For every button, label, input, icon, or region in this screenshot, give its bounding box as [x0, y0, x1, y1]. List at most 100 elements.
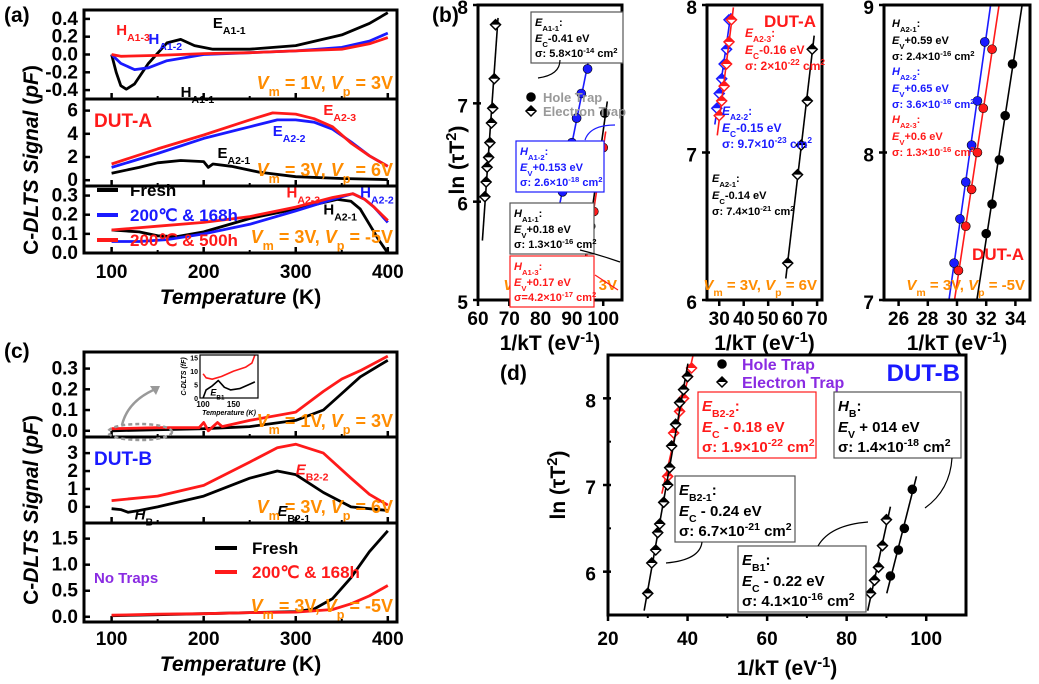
data-point-fill [724, 36, 735, 42]
x-tick-label: 60 [757, 629, 778, 650]
zoom-arrow [120, 386, 159, 426]
y-axis-label: C-DLTS Signal (pF) [20, 65, 43, 255]
data-point-fill [479, 191, 490, 197]
x-tick-label: 300 [280, 629, 312, 650]
y-tick-label: 7 [686, 146, 697, 167]
trap-energy: EV+0.18 eV [514, 224, 571, 240]
trap-cross-section: σ=4.2×10-17 cm2 [514, 290, 596, 305]
trap-cross-section: σ: 6.7×10-21 cm2 [679, 521, 792, 540]
data-point-fill [654, 519, 665, 524]
box-EB2-1: EB2-1:EC - 0.24 eVσ: 6.7×10-21 cm2 [674, 475, 796, 543]
annotation-box-frame [530, 11, 624, 64]
data-point [949, 258, 959, 268]
box-EA2-2: EA2-2:EC-0.15 eVσ: 9.7×10-23 cm2 [722, 104, 812, 151]
bias-condition: Vm = 1V, Vp = 3V [257, 411, 393, 437]
annotation-box-frame [697, 391, 817, 459]
x-tick-label: 100 [96, 629, 128, 650]
y-tick-label: 6 [457, 195, 468, 216]
data-point-fill [486, 118, 497, 123]
inset-y-label: C-DLTS (fF) [181, 357, 188, 396]
subplot-frame [82, 521, 399, 624]
trap-cross-section: σ: 3.6×10-16 cm2 [892, 97, 975, 112]
panel-d: 6 7 8 20 40 60 80 100 1/kT (eV-1) ln (τT2) DUT-B Ho… [545, 353, 968, 680]
panel-label-c: (c) [4, 340, 30, 363]
data-point [978, 103, 989, 114]
x-tick-label: 300 [280, 262, 312, 283]
y-tick-label: 1.0 [52, 555, 78, 576]
box-EB1: EB1:EC - 0.22 eVσ: 4.1×10-16 cm2 [737, 545, 867, 613]
x-axis-label: Temperature (K) [160, 653, 321, 676]
data-point-fill [666, 441, 677, 446]
y-tick-label: -0.2 [45, 62, 78, 83]
trap-energy: EV + 014 eV [838, 419, 920, 441]
trap-energy: EV+0.65 eV [892, 83, 949, 99]
x-tick-label: 80 [530, 309, 551, 330]
y-tick-label: 1.5 [52, 529, 79, 550]
trap-energy: EC-0.41 eV [535, 33, 590, 49]
data-point-fill [796, 140, 807, 146]
y-axis-label: ln (τT2) [444, 126, 469, 195]
trap-cross-section: σ: 1.3×10-16 cm2 [892, 145, 975, 160]
y-tick-label: 9 [863, 0, 874, 19]
annotation-box-frame [674, 475, 796, 543]
data-point-fill [678, 393, 689, 399]
bias-condition: Vm = 3V, Vp = -5V [906, 277, 1025, 299]
box-HB: HB:EV + 014 eVσ: 1.4×10-18 cm2 [833, 391, 962, 459]
data-point-fill [802, 95, 813, 101]
data-point [960, 177, 971, 187]
bias-condition: Vm = 3V, Vp = 6V [257, 497, 393, 523]
y-tick-label: 8 [863, 146, 874, 167]
series-line-200-168h [111, 354, 389, 433]
x-axis-label: 1/kT (eV-1) [737, 655, 838, 680]
series-line-fresh [111, 359, 389, 433]
inset-x-label: Temperature (K) [202, 410, 256, 417]
zoom-arrow-head [150, 386, 160, 395]
series-line-200-500h [111, 111, 389, 168]
data-point-fill [719, 81, 730, 87]
device-label: DUT-A [94, 111, 152, 132]
trap-name: EB2-2: [702, 398, 740, 420]
box-HA2-1: HA2-1:EV+0.59 eVσ: 2.4×10-16 cm2 [892, 18, 975, 63]
arrhenius-subplot-2: 7 8 9 26 28 30 32 341/kT (eV-1) Vm = 3V, Vp = -5… [863, 0, 1032, 355]
data-point-fill [650, 545, 661, 550]
peak-label: HA1-2 [148, 31, 182, 53]
trap-name: EA2-3: [745, 26, 775, 44]
x-tick-label: 34 [1005, 309, 1027, 330]
data-point-fill [662, 480, 673, 485]
panel-label-b: (b) [432, 4, 459, 27]
legend-label: 200℃ & 168h [130, 206, 238, 225]
trap-name: HA2-1: [892, 18, 920, 34]
trap-name: EB1: [742, 552, 770, 574]
trap-name: EA1-1: [535, 17, 563, 33]
trap-energy: EC - 0.18 eV [702, 419, 785, 441]
x-tick-label: 100 [587, 309, 619, 330]
data-point [966, 184, 977, 195]
data-point [979, 37, 990, 47]
subplot-frame [82, 184, 399, 255]
legend-label: Hole Trap [543, 90, 602, 105]
x-tick-label: 80 [836, 629, 857, 650]
x-tick-label: 100 [96, 262, 128, 283]
data-point [899, 523, 910, 534]
annotation-arrow [537, 59, 561, 79]
legend-marker [526, 92, 536, 102]
x-tick-label: 400 [372, 262, 404, 283]
trap-cross-section: σ: 9.7×10-23 cm2 [722, 135, 812, 151]
annotation-arrow [924, 457, 953, 509]
inset-series-line [202, 354, 256, 381]
peak-label: HA2-1 [323, 202, 357, 224]
x-tick-label: 40 [733, 309, 754, 330]
trap-cross-section: σ: 1.3×10-16 cm2 [514, 237, 597, 252]
inset-y-tick-label: 15 [190, 356, 198, 363]
zoom-region-ellipse [106, 422, 174, 442]
trap-energy: EV+0.17 eV [514, 277, 571, 293]
trap-name: HA1-2: [520, 146, 548, 162]
trap-name: HA2-3: [892, 114, 920, 130]
series-line-fresh [111, 197, 389, 254]
box-HA1-2: HA1-2:EV+0.153 eVσ: 2.6×10-18 cm2 [515, 140, 605, 193]
x-tick-label: 20 [597, 629, 618, 650]
trap-name: HA1-1: [514, 208, 542, 224]
